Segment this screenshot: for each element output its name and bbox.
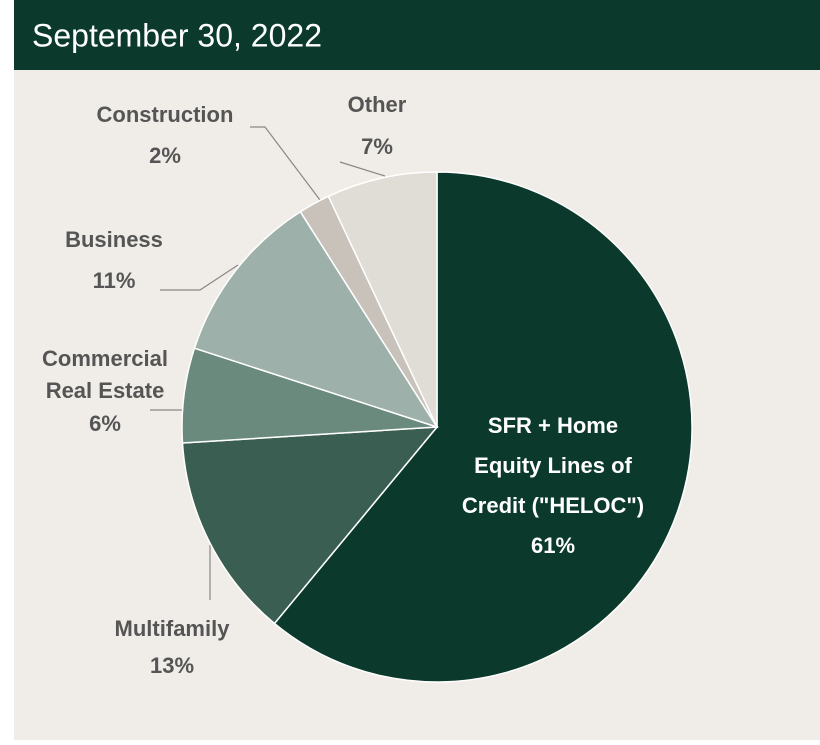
slice-label: Credit ("HELOC") [462, 493, 644, 518]
slice-label: SFR + Home [488, 413, 618, 438]
value-label: 11% [93, 268, 136, 293]
slice-label: Construction [97, 102, 234, 127]
slice-label: Business [65, 227, 163, 252]
leader-line [339, 161, 386, 177]
value-label: 13% [150, 653, 194, 678]
slice-label: Other [348, 92, 407, 117]
pie-slice [327, 171, 438, 428]
chart-title: September 30, 2022 [32, 17, 322, 53]
value-label: 2% [149, 143, 181, 168]
leader-lines [150, 126, 386, 600]
pie-slice [273, 171, 693, 683]
header-bar [14, 0, 820, 70]
slice-label: Commercial [42, 346, 168, 371]
pie-slice [181, 426, 439, 625]
value-label: 6% [89, 411, 121, 436]
slice-label: Real Estate [46, 378, 165, 403]
slice-label: Multifamily [115, 616, 231, 641]
leader-line [160, 264, 239, 291]
slice-label: Equity Lines of [474, 453, 632, 478]
value-label: 61% [531, 533, 575, 558]
leader-line [250, 126, 321, 201]
value-label: 7% [361, 134, 393, 159]
pie-slice [193, 210, 439, 429]
